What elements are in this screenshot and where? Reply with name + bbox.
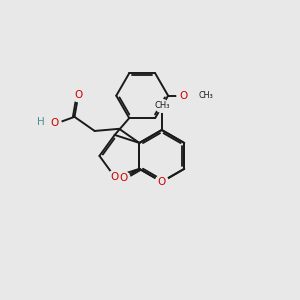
- Circle shape: [108, 170, 121, 183]
- Text: H: H: [37, 117, 45, 127]
- Text: CH₃: CH₃: [198, 91, 213, 100]
- Text: CH₃: CH₃: [154, 101, 170, 110]
- Circle shape: [155, 175, 168, 188]
- Text: O: O: [119, 173, 128, 183]
- Text: O: O: [74, 90, 82, 100]
- Text: O: O: [179, 91, 188, 101]
- Circle shape: [72, 89, 85, 102]
- Text: O: O: [111, 172, 119, 182]
- Text: O: O: [51, 118, 59, 128]
- Text: O: O: [158, 177, 166, 187]
- Circle shape: [117, 172, 130, 184]
- Circle shape: [177, 89, 190, 102]
- Circle shape: [155, 99, 168, 112]
- Circle shape: [48, 117, 61, 130]
